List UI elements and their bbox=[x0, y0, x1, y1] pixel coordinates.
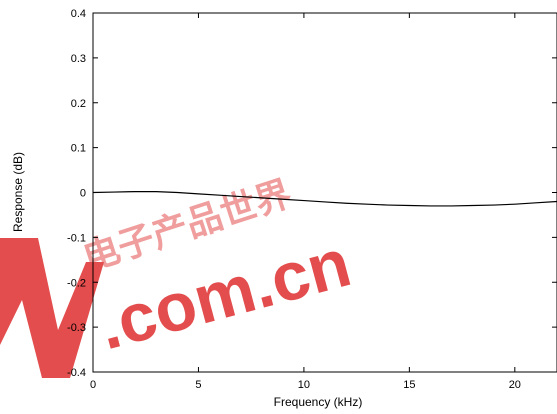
ticks-group bbox=[92, 12, 557, 373]
x-tick-label: 15 bbox=[403, 379, 415, 391]
x-tick-label: 0 bbox=[90, 379, 96, 391]
x-tick-label: 20 bbox=[509, 379, 521, 391]
y-tick-label: -0.1 bbox=[67, 232, 86, 244]
y-tick-label: -0.2 bbox=[67, 277, 86, 289]
y-tick-label: 0.4 bbox=[71, 8, 86, 20]
x-tick-label: 10 bbox=[298, 379, 310, 391]
y-axis-label: Response (dB) bbox=[11, 152, 25, 232]
y-tick-label: -0.4 bbox=[67, 367, 86, 379]
x-axis-label: Frequency (kHz) bbox=[274, 395, 363, 409]
series-group bbox=[92, 191, 557, 207]
y-tick-label: 0.1 bbox=[71, 143, 86, 155]
x-tick-label: 5 bbox=[195, 379, 201, 391]
y-tick-label: 0.3 bbox=[71, 53, 86, 65]
y-tick-label: -0.3 bbox=[67, 322, 86, 334]
y-tick-label: 0.2 bbox=[71, 98, 86, 110]
watermark-w-logo bbox=[0, 238, 104, 378]
y-tick-label: 0 bbox=[80, 188, 86, 200]
series-line-0 bbox=[92, 191, 557, 207]
tick-labels-group: 0 5 10 15 20 -0.4 -0.3 -0.2 -0.1 0 0.1 0.2 0.3 0.4 bbox=[67, 8, 521, 391]
watermark: 电子产品世界 .com.cn bbox=[0, 172, 358, 378]
